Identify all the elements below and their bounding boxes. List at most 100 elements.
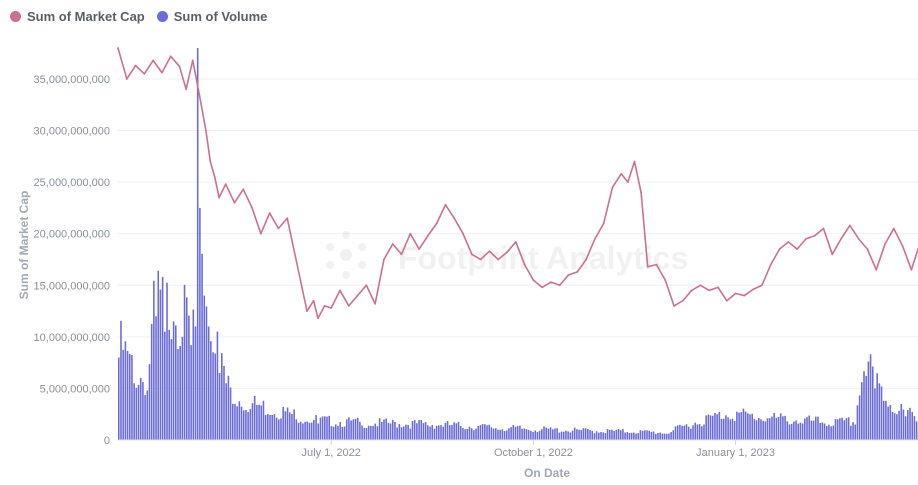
volume-bar[interactable] <box>394 422 396 440</box>
volume-bar[interactable] <box>898 410 900 440</box>
volume-bar[interactable] <box>850 425 852 440</box>
market-cap-point[interactable] <box>268 212 271 214</box>
volume-bar[interactable] <box>878 383 881 440</box>
volume-bar[interactable] <box>582 428 585 440</box>
volume-bar[interactable] <box>587 429 589 440</box>
volume-bar[interactable] <box>554 428 556 441</box>
volume-bar[interactable] <box>245 409 247 440</box>
volume-bar[interactable] <box>251 403 254 440</box>
volume-bar[interactable] <box>236 406 238 440</box>
volume-bar[interactable] <box>146 390 149 440</box>
volume-bar[interactable] <box>313 420 315 440</box>
market-cap-point[interactable] <box>558 284 561 287</box>
volume-bar[interactable] <box>297 422 300 440</box>
market-cap-point[interactable] <box>312 299 315 302</box>
market-cap-point[interactable] <box>673 304 675 307</box>
volume-bar[interactable] <box>144 395 146 440</box>
volume-bar[interactable] <box>909 407 911 440</box>
volume-bar[interactable] <box>142 382 144 440</box>
market-cap-point[interactable] <box>655 263 658 266</box>
volume-bar[interactable] <box>782 416 784 440</box>
volume-bar[interactable] <box>170 339 173 440</box>
market-cap-point[interactable] <box>374 302 377 305</box>
volume-bar[interactable] <box>288 412 291 440</box>
volume-bar[interactable] <box>223 365 225 440</box>
volume-bar[interactable] <box>488 424 490 440</box>
volume-bar[interactable] <box>534 430 537 440</box>
market-cap-point[interactable] <box>567 274 570 276</box>
volume-bar[interactable] <box>161 276 164 440</box>
volume-bar[interactable] <box>334 424 337 440</box>
volume-bar[interactable] <box>490 427 493 440</box>
volume-bar[interactable] <box>260 405 263 440</box>
volume-bar[interactable] <box>221 353 223 440</box>
market-cap-point[interactable] <box>330 307 333 309</box>
market-cap-point[interactable] <box>640 191 642 194</box>
volume-bar[interactable] <box>475 428 477 440</box>
volume-bar[interactable] <box>328 415 330 440</box>
volume-bar[interactable] <box>326 416 328 440</box>
volume-bar[interactable] <box>188 315 190 440</box>
volume-bar[interactable] <box>497 429 499 440</box>
market-cap-point[interactable] <box>664 279 667 282</box>
market-cap-point[interactable] <box>857 237 860 240</box>
volume-bar[interactable] <box>738 412 740 440</box>
volume-bar[interactable] <box>484 424 486 440</box>
volume-bar[interactable] <box>665 433 668 440</box>
market-cap-point[interactable] <box>213 176 216 178</box>
volume-bar[interactable] <box>304 421 306 440</box>
market-cap-point[interactable] <box>910 268 913 271</box>
market-cap-point[interactable] <box>251 206 253 209</box>
volume-bar[interactable] <box>181 336 184 440</box>
volume-bar[interactable] <box>166 282 168 440</box>
volume-bar[interactable] <box>679 424 681 440</box>
market-cap-point[interactable] <box>514 241 517 243</box>
market-cap-point[interactable] <box>633 160 636 163</box>
volume-bar[interactable] <box>722 418 725 440</box>
volume-bar[interactable] <box>806 417 808 440</box>
market-cap-point[interactable] <box>523 263 526 266</box>
volume-bar[interactable] <box>387 422 390 440</box>
market-cap-point[interactable] <box>185 88 188 91</box>
volume-bar[interactable] <box>801 423 804 440</box>
volume-bar[interactable] <box>569 432 572 440</box>
volume-bar[interactable] <box>771 416 773 440</box>
volume-bar[interactable] <box>703 424 705 440</box>
volume-bar[interactable] <box>913 416 916 440</box>
volume-bar[interactable] <box>271 414 274 440</box>
market-cap-point[interactable] <box>426 234 429 237</box>
volume-bar[interactable] <box>315 415 317 440</box>
volume-bar[interactable] <box>817 416 819 440</box>
volume-bar[interactable] <box>332 426 335 440</box>
volume-bar[interactable] <box>291 414 293 440</box>
volume-bar[interactable] <box>201 253 203 440</box>
volume-bar[interactable] <box>744 411 747 440</box>
volume-bar[interactable] <box>804 418 806 440</box>
market-cap-point[interactable] <box>699 284 702 287</box>
volume-bar[interactable] <box>733 421 736 440</box>
volume-bar[interactable] <box>622 429 624 440</box>
volume-bar[interactable] <box>887 406 889 440</box>
volume-bar[interactable] <box>808 415 810 440</box>
volume-bar[interactable] <box>812 420 815 440</box>
volume-bar[interactable] <box>659 432 661 440</box>
volume-bar[interactable] <box>339 422 341 440</box>
volume-bar[interactable] <box>714 413 716 440</box>
volume-bar[interactable] <box>196 48 199 440</box>
volume-bar[interactable] <box>558 432 561 440</box>
market-cap-point[interactable] <box>409 232 412 235</box>
volume-bar[interactable] <box>891 412 894 440</box>
volume-bar[interactable] <box>698 424 701 440</box>
volume-bar[interactable] <box>253 395 256 440</box>
volume-bar[interactable] <box>503 431 506 440</box>
volume-bar[interactable] <box>847 417 850 440</box>
volume-bar[interactable] <box>473 430 475 440</box>
volume-bar[interactable] <box>183 284 186 440</box>
volume-bar[interactable] <box>836 419 839 440</box>
volume-bar[interactable] <box>650 431 653 440</box>
market-cap-point[interactable] <box>708 289 711 292</box>
volume-bar[interactable] <box>470 428 473 440</box>
volume-bar[interactable] <box>477 426 480 440</box>
market-cap-point[interactable] <box>317 317 319 320</box>
volume-bar[interactable] <box>128 353 131 440</box>
